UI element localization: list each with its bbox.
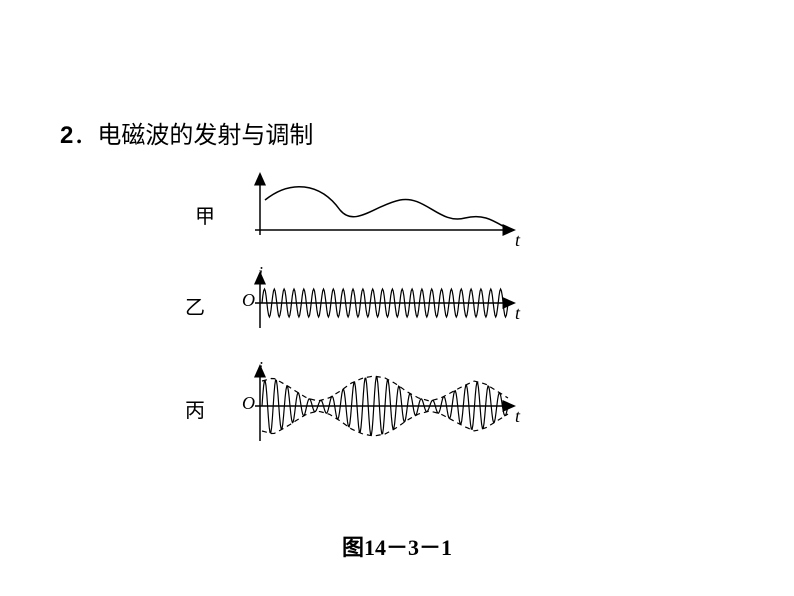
heading-separator: ．: [73, 123, 97, 149]
caption-prefix: 图: [342, 535, 364, 560]
plot-yi: 乙 i O t: [200, 268, 600, 343]
heading-number: 2: [60, 122, 73, 149]
section-heading: 2．电磁波的发射与调制: [60, 115, 313, 150]
plot-bing-label: 丙: [185, 394, 205, 423]
plot-jia-svg: [230, 170, 520, 245]
plot-bing-t-label: t: [515, 406, 520, 427]
plot-bing-o-label: O: [242, 393, 255, 414]
diagram-area: 甲 t 乙 i O t 丙 i O t: [200, 170, 600, 474]
heading-title: 电磁波的发射与调制: [97, 123, 313, 149]
plot-yi-t-label: t: [515, 303, 520, 324]
plot-yi-i-label: i: [258, 263, 263, 284]
plot-yi-o-label: O: [242, 290, 255, 311]
plot-bing: 丙 i O t: [200, 361, 600, 456]
plot-yi-svg: [230, 268, 520, 338]
caption-number: 14－3－1: [364, 535, 452, 560]
plot-jia: 甲 t: [200, 170, 600, 250]
plot-bing-svg: [230, 361, 520, 451]
plot-jia-label: 甲: [195, 200, 215, 229]
plot-yi-label: 乙: [185, 291, 205, 320]
plot-bing-i-label: i: [258, 358, 263, 379]
plot-jia-t-label: t: [515, 230, 520, 251]
figure-caption: 图14－3－1: [0, 530, 794, 562]
